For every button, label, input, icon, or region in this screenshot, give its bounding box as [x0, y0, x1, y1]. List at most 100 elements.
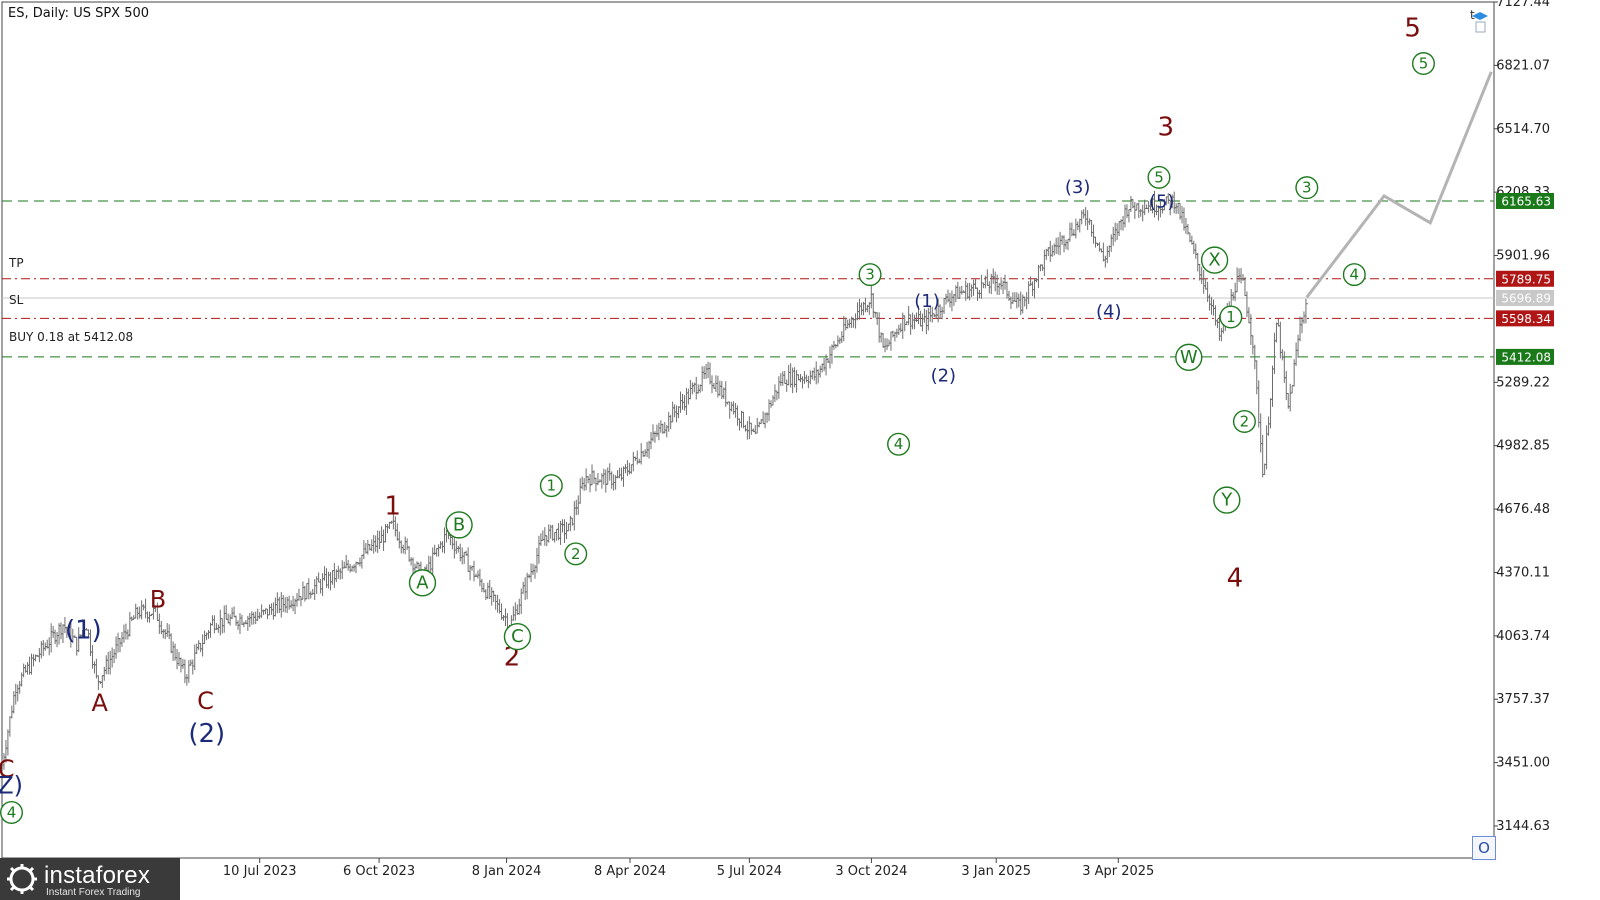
wave-label-text: Y	[1220, 490, 1233, 511]
price-tags: 6165.63 5789.75 5696.89 5598.34 5412.08	[1496, 192, 1554, 365]
price-tag: 5696.89	[1496, 289, 1554, 306]
wave-label-text: (2)	[188, 719, 225, 749]
wave-label: 3	[1295, 176, 1319, 200]
wave-label: (1)	[65, 615, 102, 645]
wave-label-circle	[1175, 343, 1203, 371]
plot-frame	[1, 1, 1495, 859]
wave-label-circle	[887, 432, 911, 456]
wave-label: (1)	[914, 291, 940, 312]
wave-label: C	[503, 622, 532, 651]
y-tick: 6821.07	[1494, 58, 1550, 73]
wave-label: (2)	[931, 365, 957, 386]
wave-label-text: A	[416, 572, 429, 593]
instaforex-logo-icon	[7, 864, 37, 894]
wave-label: 1	[539, 474, 563, 498]
wave-label-text: C	[197, 687, 214, 715]
wave-label-circle	[445, 511, 473, 539]
wave-label-text: 2	[1240, 412, 1250, 430]
wave-label: 4	[1227, 564, 1244, 594]
price-tag: 5789.75	[1496, 270, 1554, 287]
y-axis: 7127.446821.076514.706208.335901.965289.…	[1494, 0, 1550, 834]
x-tick-label: 6 Oct 2023	[343, 864, 415, 879]
wave-label: A	[408, 569, 437, 597]
wave-label: 5	[1411, 52, 1435, 76]
x-tick: 3 Oct 2024	[835, 858, 907, 879]
y-tick-label: 6514.70	[1496, 122, 1550, 137]
wave-label-text: 5	[1404, 13, 1421, 43]
corner-button[interactable]: O	[1472, 836, 1496, 860]
wave-label-text: C	[511, 626, 524, 647]
wave-label: X	[1200, 246, 1229, 274]
wave-label-text: W	[1180, 347, 1198, 368]
wave-label-text: X	[1208, 250, 1220, 271]
y-tick: 4370.11	[1494, 565, 1550, 580]
x-tick-label: 8 Apr 2024	[594, 864, 666, 879]
x-tick-label: 3 Jan 2025	[961, 864, 1031, 879]
x-tick: 3 Jan 2025	[961, 858, 1031, 879]
x-tick: 6 Oct 2023	[343, 858, 415, 879]
y-tick: 4676.48	[1494, 502, 1550, 517]
wave-label: B	[150, 585, 166, 613]
wave-label-text: (4)	[1096, 301, 1122, 322]
wave-label-text: 3	[1157, 113, 1174, 143]
wave-label-circle	[1213, 486, 1241, 514]
y-tick: 3144.63	[1494, 819, 1550, 834]
wave-label-text: C	[0, 755, 14, 783]
price-tag-text: 6165.63	[1501, 194, 1551, 208]
wave-label: 4	[1342, 263, 1366, 287]
x-tick-label: 10 Jul 2023	[223, 864, 297, 879]
projection-path	[1305, 71, 1493, 299]
wave-labels: 1 2 3 4 5 A B C C (1) (2) Z) (1) (2) (3) (4) (5) A B C W X Y 1 2…	[0, 13, 1435, 824]
y-tick-label: 4982.85	[1496, 439, 1550, 454]
projection-line	[1305, 71, 1493, 299]
x-tick: 8 Apr 2024	[594, 858, 666, 879]
wave-label-text: 3	[1302, 179, 1312, 197]
wave-label-text: B	[453, 514, 465, 535]
wave-label: W	[1175, 343, 1203, 371]
x-tick-label: 3 Apr 2025	[1082, 864, 1154, 879]
chart-title: ES, Daily: US SPX 500	[8, 6, 149, 21]
wave-label-circle	[858, 263, 882, 287]
y-tick-label: 4370.11	[1496, 565, 1550, 580]
price-bars	[0, 190, 1308, 770]
wave-label: 1	[1219, 305, 1243, 329]
wave-label: 4	[887, 432, 911, 456]
buy-label: BUY 0.18 at 5412.08	[9, 330, 133, 344]
wave-label-text: (2)	[931, 365, 957, 386]
wave-label-text: 4	[894, 435, 904, 453]
price-tag-text: 5696.89	[1501, 291, 1551, 305]
y-tick: 3757.37	[1494, 692, 1550, 707]
wave-label: 3	[1157, 113, 1174, 143]
x-tick: 3 Apr 2025	[1082, 858, 1154, 879]
brand-name: instaforex	[44, 862, 151, 889]
wave-label-circle	[1147, 165, 1171, 189]
y-tick-label: 3451.00	[1496, 756, 1550, 771]
wave-label-text: 1	[547, 477, 557, 495]
wave-label: (4)	[1096, 301, 1122, 322]
wave-label-circle	[1232, 409, 1256, 433]
wave-label-circle	[1219, 305, 1243, 329]
x-tick-label: 8 Jan 2024	[472, 864, 542, 879]
wave-label-text: 5	[1154, 168, 1164, 186]
sl-label: SL	[9, 293, 24, 307]
wave-label-circle	[1200, 246, 1229, 274]
price-tag-text: 5412.08	[1501, 350, 1551, 364]
y-tick-label: 4676.48	[1496, 502, 1550, 517]
wave-label: 1	[384, 491, 401, 521]
wave-label-text: (1)	[914, 291, 940, 312]
brand-tagline: Instant Forex Trading	[46, 887, 141, 898]
y-tick: 7127.44	[1494, 0, 1550, 10]
y-tick-label: 5901.96	[1496, 249, 1550, 264]
brand-watermark: instaforex Instant Forex Trading	[0, 858, 180, 900]
wave-label-text: 4	[1227, 564, 1244, 594]
wave-label: 5	[1147, 165, 1171, 189]
wave-label: 4	[0, 800, 23, 824]
x-tick-label: 5 Jul 2024	[717, 864, 782, 879]
trading-hat-icon[interactable]	[1472, 12, 1488, 33]
wave-label-text: B	[150, 585, 166, 613]
wave-label: B	[445, 511, 473, 539]
price-tag: 5412.08	[1496, 348, 1554, 365]
price-tag-text: 5789.75	[1501, 272, 1551, 286]
wave-label: (2)	[188, 719, 225, 749]
